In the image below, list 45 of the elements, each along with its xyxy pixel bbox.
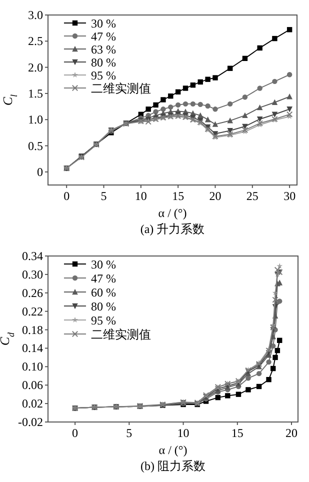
y-tick-label: 0.06 (22, 378, 43, 392)
y-tick-label: 3.0 (28, 8, 43, 22)
text: (a) 升力系数 (140, 222, 205, 236)
y-tick-label: 2.0 (28, 60, 43, 74)
y-tick-label: 0.22 (22, 304, 43, 318)
x-tick-label: 0 (64, 189, 70, 203)
text: (b) 阻力系数 (140, 459, 206, 473)
x-tick-label: 25 (246, 189, 258, 203)
x-axis-title: α / (°) (158, 443, 188, 457)
y-tick-label: 0.02 (22, 396, 43, 411)
y-tick-label: 2.5 (28, 34, 43, 48)
y-tick-label: 0.26 (22, 286, 43, 300)
legend-label: 80 % (91, 300, 116, 314)
legend-label: 47 % (91, 272, 116, 286)
x-tick-label: 30 (284, 189, 296, 203)
y-tick-label: 0.34 (22, 249, 43, 263)
legend-label: 95 % (91, 314, 116, 328)
x-tick-label: 5 (100, 189, 107, 203)
x-tick-label: 10 (134, 189, 147, 203)
y-tick-label: 0.5 (28, 138, 43, 153)
legend-label: 二维实测值 (91, 328, 151, 342)
legend-label: 47 % (91, 30, 116, 44)
x-tick-label: 0 (72, 426, 78, 440)
y-tick-label: 0 (37, 164, 43, 179)
legend-label: 63 % (91, 42, 116, 56)
x-tick-label: 15 (172, 189, 184, 203)
x-tick-label: 20 (209, 189, 222, 203)
y-tick-label: 0.14 (22, 341, 43, 356)
legend-label: 二维实测值 (91, 82, 151, 96)
legend-label: 95 % (91, 68, 116, 82)
y-tick-label: -0.02 (18, 415, 43, 429)
x-tick-label: 15 (231, 426, 244, 440)
y-tick-label: 0.18 (22, 322, 43, 337)
legend-label: 30 % (91, 16, 116, 30)
y-tick-label: 0.30 (22, 267, 43, 282)
y-tick-label: 1.5 (28, 86, 43, 100)
x-tick-label: 5 (126, 426, 132, 440)
legend-label: 60 % (91, 286, 116, 300)
x-axis-title: α / (°) (158, 206, 187, 220)
x-tick-label: 10 (177, 426, 190, 440)
y-tick-label: 1.0 (28, 112, 43, 127)
legend-label: 30 % (91, 258, 116, 272)
x-tick-label: 20 (286, 426, 298, 440)
y-tick-label: 0.10 (22, 360, 43, 374)
legend-label: 80 % (91, 56, 116, 70)
